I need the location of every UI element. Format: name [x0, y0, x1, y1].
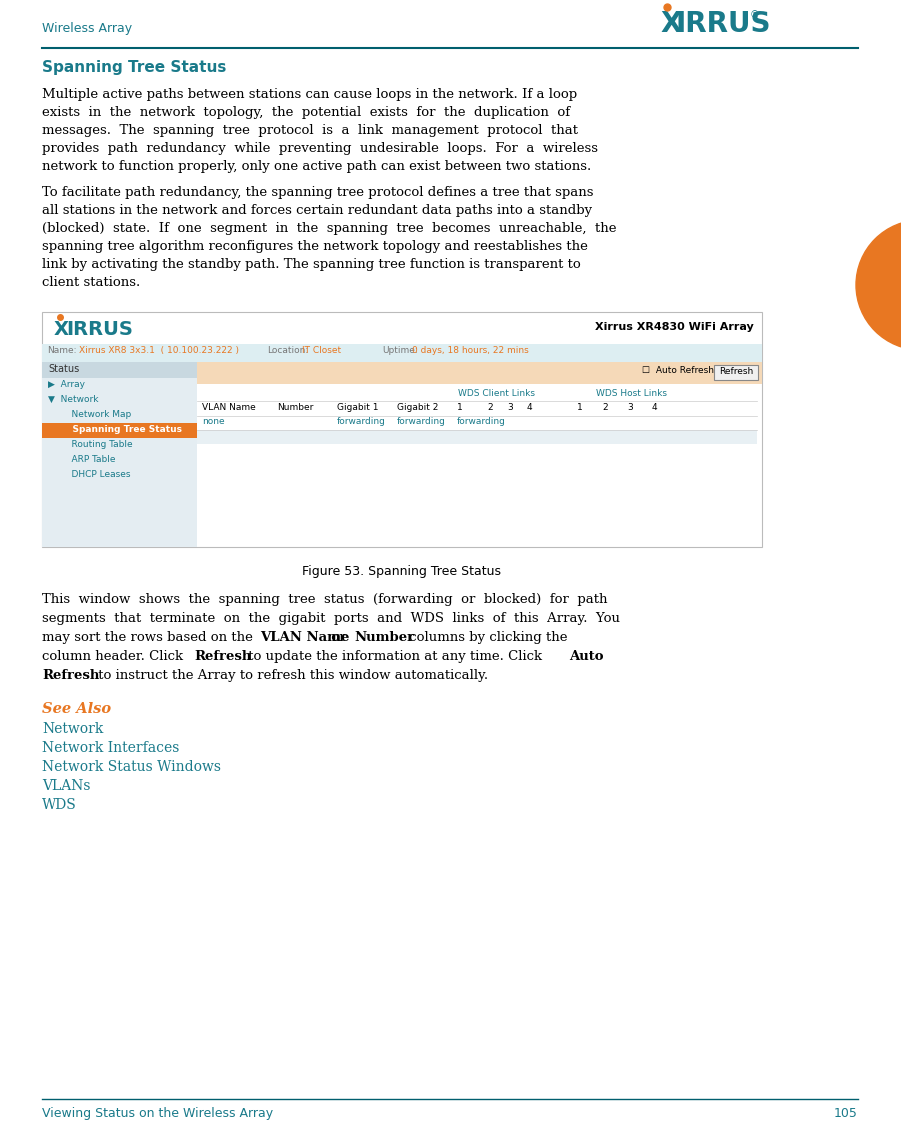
Text: link by activating the standby path. The spanning tree function is transparent t: link by activating the standby path. The…	[42, 258, 581, 271]
Text: Name:: Name:	[47, 346, 77, 355]
Text: 3: 3	[507, 402, 513, 412]
Text: Refresh: Refresh	[194, 650, 251, 663]
Text: ▶  Array: ▶ Array	[48, 380, 85, 389]
Bar	[197, 430, 757, 445]
Text: VLAN Name: VLAN Name	[260, 631, 350, 644]
Text: X: X	[660, 10, 681, 38]
Bar	[714, 365, 758, 380]
Text: 2: 2	[487, 402, 493, 412]
Text: Auto: Auto	[569, 650, 604, 663]
Text: Refresh: Refresh	[42, 669, 99, 682]
Text: Spanning Tree Status: Spanning Tree Status	[60, 425, 182, 434]
Text: 0 days, 18 hours, 22 mins: 0 days, 18 hours, 22 mins	[412, 346, 529, 355]
Text: To facilitate path redundancy, the spanning tree protocol defines a tree that sp: To facilitate path redundancy, the spann…	[42, 186, 594, 199]
Text: Number: Number	[277, 402, 314, 412]
Text: Status: Status	[48, 364, 79, 374]
Text: Figure 53. Spanning Tree Status: Figure 53. Spanning Tree Status	[303, 565, 502, 578]
Text: may sort the rows based on the: may sort the rows based on the	[42, 631, 257, 644]
Text: 2: 2	[602, 402, 607, 412]
Circle shape	[856, 219, 901, 350]
Bar	[42, 362, 197, 377]
Text: network to function properly, only one active path can exist between two station: network to function properly, only one a…	[42, 160, 591, 173]
Text: columns by clicking the: columns by clicking the	[405, 631, 568, 644]
Text: Network Interfaces: Network Interfaces	[42, 741, 179, 755]
Bar	[197, 416, 757, 430]
Text: Routing Table: Routing Table	[60, 440, 132, 449]
Text: client stations.: client stations.	[42, 276, 141, 289]
Text: Wireless Array: Wireless Array	[42, 22, 132, 35]
Text: to update the information at any time. Click: to update the information at any time. C…	[244, 650, 546, 663]
Text: ▼  Network: ▼ Network	[48, 395, 98, 404]
Text: (blocked)  state.  If  one  segment  in  the  spanning  tree  becomes  unreachab: (blocked) state. If one segment in the s…	[42, 222, 616, 235]
Text: Gigabit 2: Gigabit 2	[397, 402, 439, 412]
Text: VLANs: VLANs	[42, 779, 90, 792]
Text: WDS Host Links: WDS Host Links	[596, 389, 668, 398]
Text: IRRUS: IRRUS	[675, 10, 770, 38]
Text: 1: 1	[457, 402, 463, 412]
Text: spanning tree algorithm reconfigures the network topology and reestablishes the: spanning tree algorithm reconfigures the…	[42, 240, 587, 254]
Text: Multiple active paths between stations can cause loops in the network. If a loop: Multiple active paths between stations c…	[42, 88, 578, 101]
Text: ARP Table: ARP Table	[60, 455, 115, 464]
Text: column header. Click: column header. Click	[42, 650, 187, 663]
Text: none: none	[202, 417, 224, 426]
Bar	[42, 362, 197, 547]
Text: Gigabit 1: Gigabit 1	[337, 402, 378, 412]
Bar	[42, 345, 762, 362]
Bar	[42, 423, 197, 438]
Text: Viewing Status on the Wireless Array: Viewing Status on the Wireless Array	[42, 1107, 273, 1120]
Text: IT Closet: IT Closet	[302, 346, 341, 355]
Text: 1: 1	[577, 402, 583, 412]
Text: Location:: Location:	[267, 346, 308, 355]
Text: Network Status Windows: Network Status Windows	[42, 760, 221, 774]
Text: Xirrus XR4830 WiFi Array: Xirrus XR4830 WiFi Array	[596, 322, 754, 332]
Text: This  window  shows  the  spanning  tree  status  (forwarding  or  blocked)  for: This window shows the spanning tree stat…	[42, 594, 607, 606]
Text: 105: 105	[834, 1107, 858, 1120]
Text: provides  path  redundancy  while  preventing  undesirable  loops.  For  a  wire: provides path redundancy while preventin…	[42, 142, 598, 155]
Bar	[42, 312, 762, 547]
Text: WDS Client Links: WDS Client Links	[459, 389, 535, 398]
Text: all stations in the network and forces certain redundant data paths into a stand: all stations in the network and forces c…	[42, 204, 592, 217]
Text: DHCP Leases: DHCP Leases	[60, 470, 131, 479]
Text: ☐  Auto Refresh: ☐ Auto Refresh	[642, 366, 714, 375]
Text: messages.  The  spanning  tree  protocol  is  a  link  management  protocol  tha: messages. The spanning tree protocol is …	[42, 124, 578, 136]
Text: forwarding: forwarding	[397, 417, 446, 426]
Text: Number: Number	[354, 631, 414, 644]
Text: WDS: WDS	[42, 798, 77, 812]
Text: 4: 4	[527, 402, 532, 412]
Text: VLAN Name: VLAN Name	[202, 402, 256, 412]
Text: Uptime:: Uptime:	[382, 346, 418, 355]
Text: ®: ®	[750, 10, 760, 20]
Text: IRRUS: IRRUS	[66, 319, 132, 339]
Text: segments  that  terminate  on  the  gigabit  ports  and  WDS  links  of  this  A: segments that terminate on the gigabit p…	[42, 612, 620, 625]
Text: Spanning Tree Status: Spanning Tree Status	[42, 60, 226, 75]
Text: Xirrus XR8 3x3.1  ( 10.100.23.222 ): Xirrus XR8 3x3.1 ( 10.100.23.222 )	[79, 346, 239, 355]
Text: forwarding: forwarding	[457, 417, 505, 426]
Text: 4: 4	[652, 402, 658, 412]
Text: Network Map: Network Map	[60, 410, 132, 420]
Text: exists  in  the  network  topology,  the  potential  exists  for  the  duplicati: exists in the network topology, the pote…	[42, 106, 570, 119]
Text: forwarding: forwarding	[337, 417, 386, 426]
Text: to instruct the Array to refresh this window automatically.: to instruct the Array to refresh this wi…	[94, 669, 488, 682]
Text: Network: Network	[42, 722, 104, 736]
Bar	[197, 362, 762, 384]
Text: Refresh: Refresh	[719, 367, 753, 376]
Text: See Also: See Also	[42, 702, 111, 716]
Text: X: X	[54, 319, 69, 339]
Text: 3: 3	[627, 402, 633, 412]
Text: or: or	[327, 631, 350, 644]
